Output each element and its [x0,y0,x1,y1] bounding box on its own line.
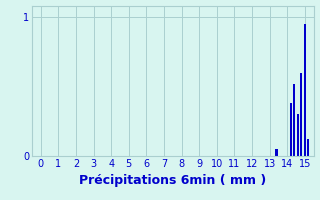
Bar [304,24,306,156]
X-axis label: Précipitations 6min ( mm ): Précipitations 6min ( mm ) [79,174,267,187]
Bar [290,103,292,156]
Bar [307,139,309,156]
Bar [293,84,295,156]
Bar [300,73,302,156]
Bar [276,149,278,156]
Bar [297,114,299,156]
